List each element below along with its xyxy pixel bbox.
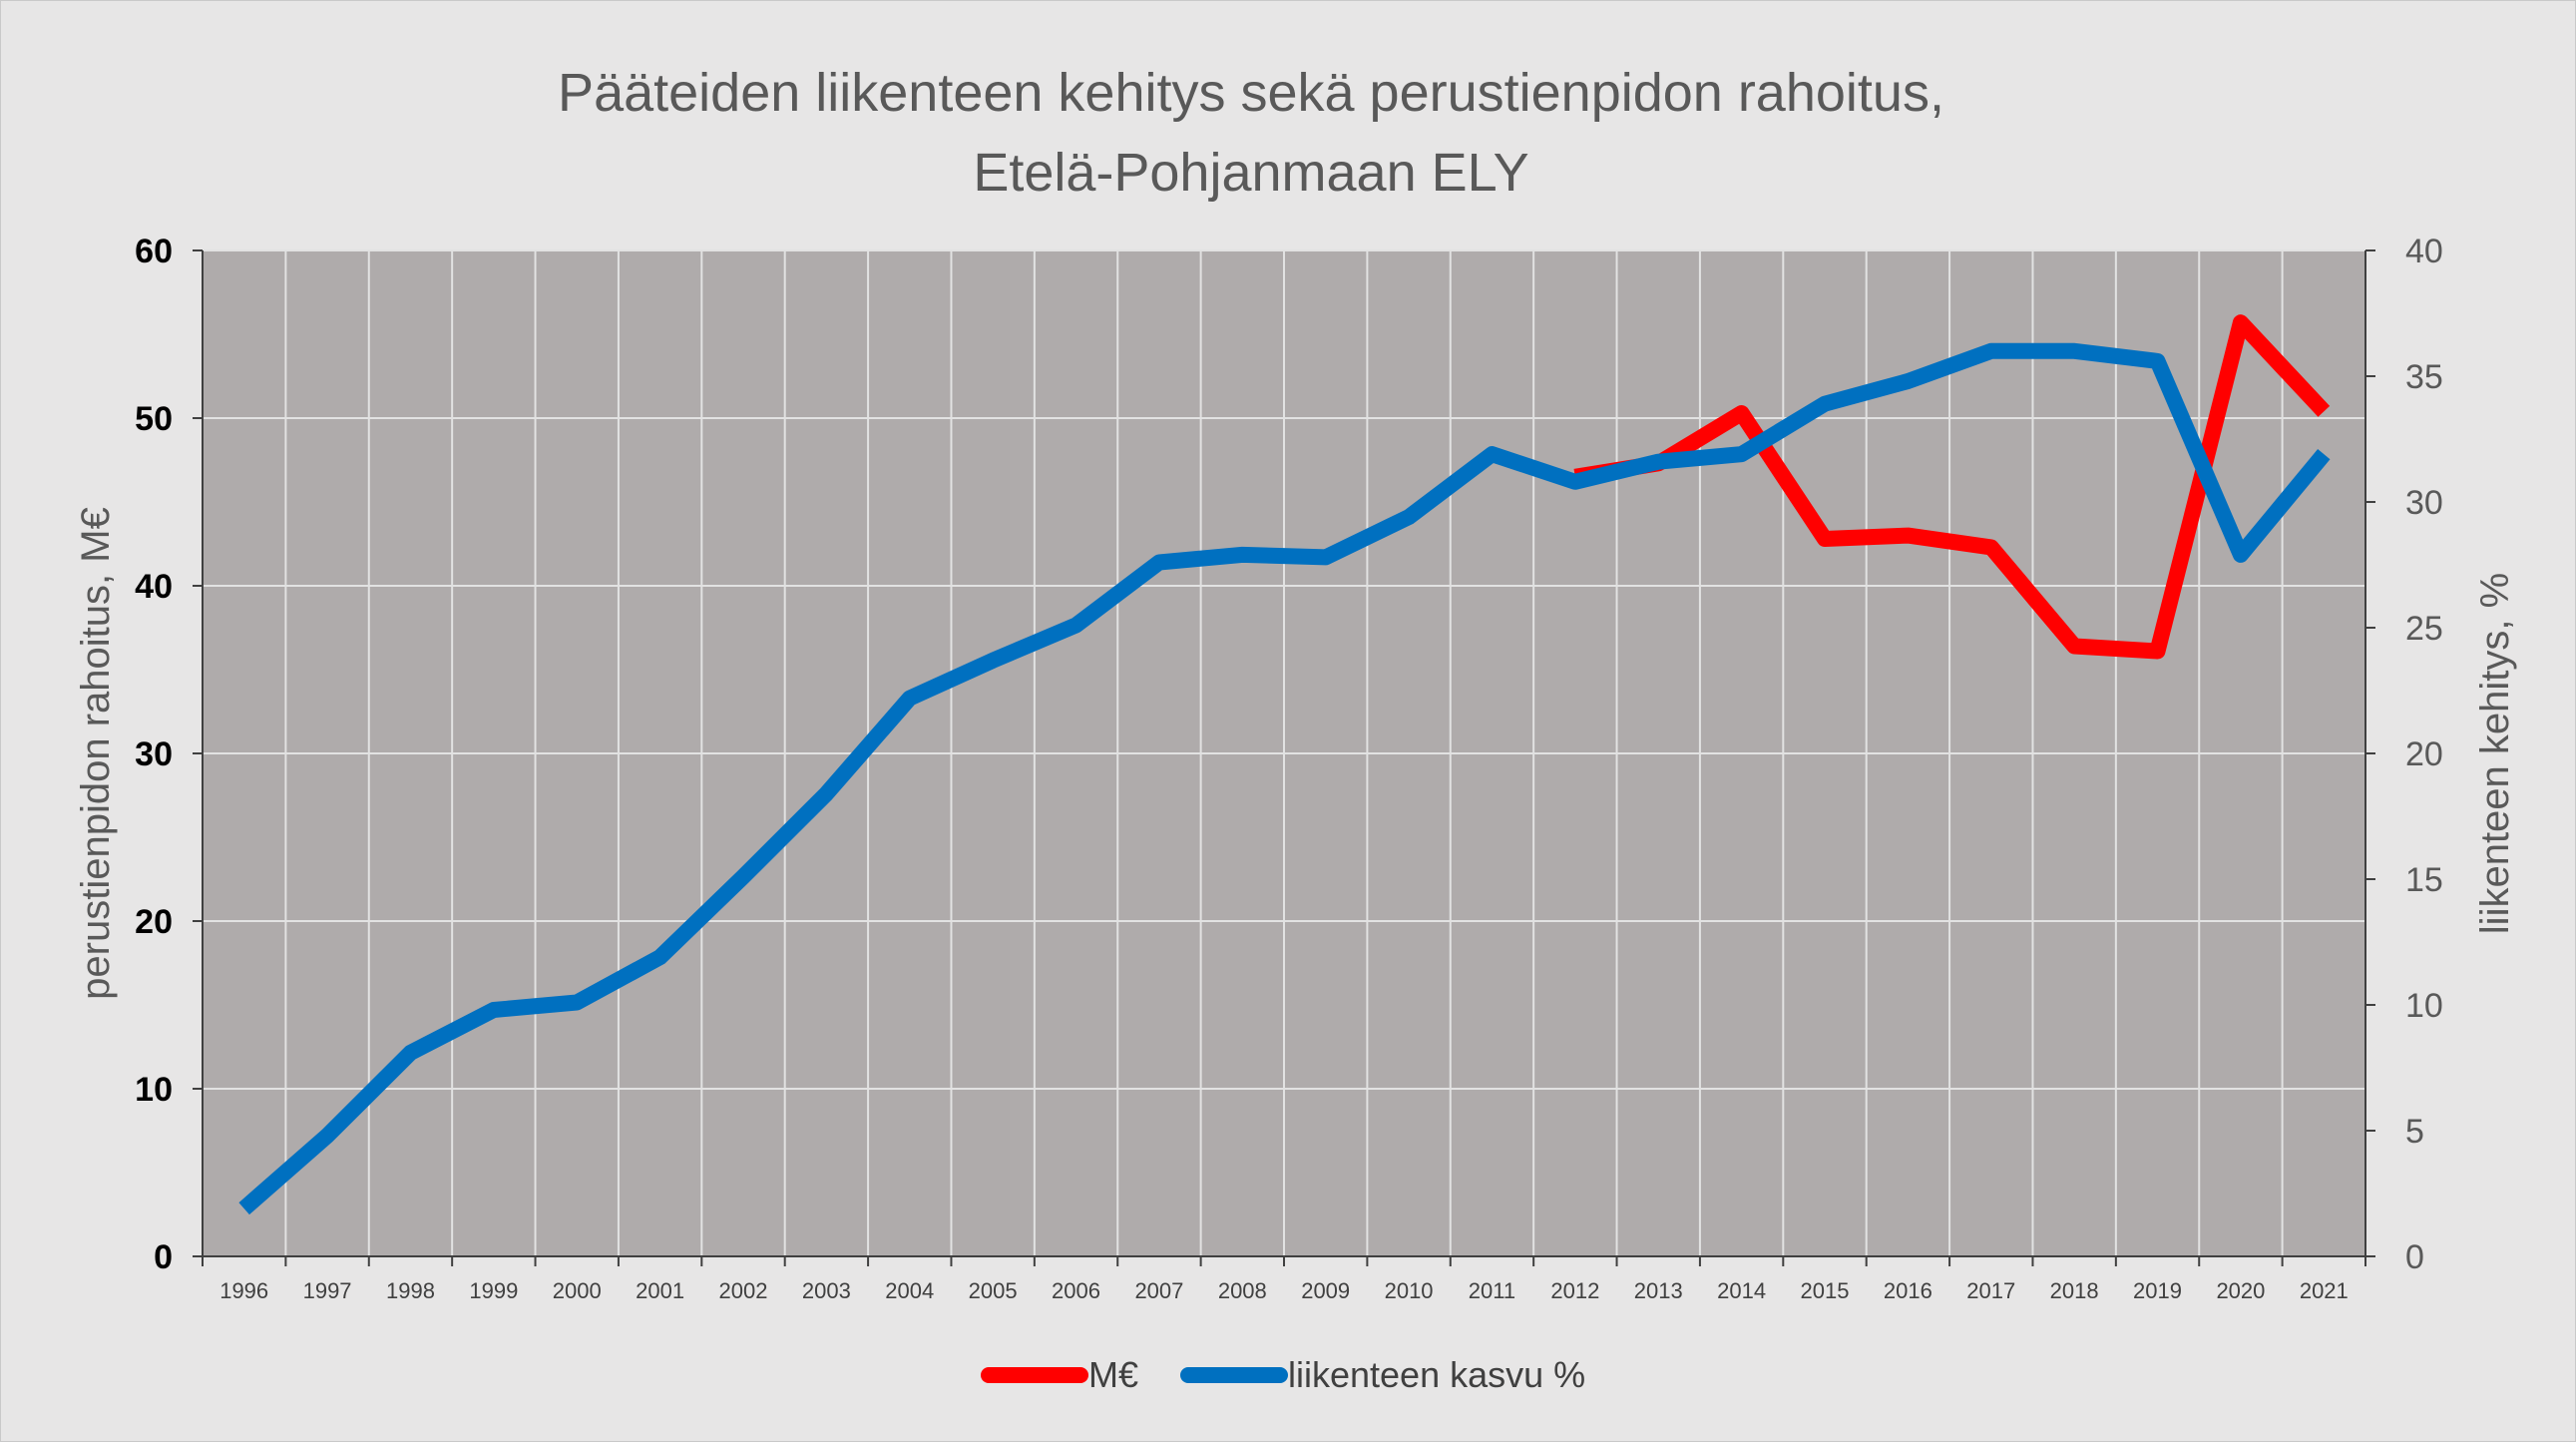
y-tick-label-right: 25 [2405,610,2443,648]
x-tick-label: 2003 [802,1278,851,1303]
y-tick-label-left: 40 [135,568,173,606]
x-tick-label: 2020 [2216,1278,2265,1303]
legend: M€ liikenteen kasvu % [981,1354,1585,1395]
x-tick-label: 2008 [1218,1278,1267,1303]
right-axis-tick-labels: 0 5 10 15 20 25 30 35 40 [2405,233,2443,1276]
x-tick-label: 2004 [885,1278,934,1303]
y-tick-label-left: 50 [135,400,173,438]
y-tick-label-right: 10 [2405,987,2443,1025]
y-tick-label-left: 20 [135,903,173,941]
x-tick-label: 2012 [1550,1278,1599,1303]
y-tick-label-right: 0 [2405,1238,2424,1276]
y-tick-label-right: 20 [2405,735,2443,773]
x-tick-label: 2014 [1717,1278,1766,1303]
series-lines [238,314,2331,1215]
y-tick-label-left: 60 [135,233,173,270]
x-axis-tick-labels: 1996 1997 1998 1999 2000 2001 2002 2003 2004 2005… [219,1278,2349,1303]
y-tick-label-left: 10 [135,1071,173,1109]
x-tick-label: 2011 [1469,1278,1515,1303]
x-tick-label: 2019 [2133,1278,2182,1303]
series-line-meur [1573,314,2331,660]
x-tick-label: 1997 [303,1278,352,1303]
y-axis-right-label: liikenteen kehitys, % [2473,573,2517,934]
y-tick-label-right: 15 [2405,861,2443,899]
x-tick-label: 2006 [1052,1278,1100,1303]
x-tick-label: 2005 [969,1278,1018,1303]
y-axis-left-label: perustienpidon rahoitus, M€ [74,507,118,1000]
x-tick-label: 2021 [2300,1278,2349,1303]
left-axis-tick-labels: 0 10 20 30 40 50 60 [135,233,173,1276]
x-tick-label: 2013 [1634,1278,1683,1303]
x-tick-label: 2002 [719,1278,768,1303]
x-tick-label: 2010 [1385,1278,1434,1303]
chart-title-line-1: Pääteiden liikenteen kehitys sekä perust… [558,63,1944,123]
y-tick-label-left: 0 [154,1238,173,1276]
x-tick-label: 1999 [469,1278,518,1303]
horizontal-gridlines [203,249,2365,1090]
series-line-traffic-growth [238,342,2331,1215]
legend-label-traffic: liikenteen kasvu % [1288,1354,1585,1395]
axes [193,249,2375,1266]
y-tick-label-right: 5 [2405,1113,2424,1151]
x-tick-label: 2018 [2050,1278,2099,1303]
chart-title-line-2: Etelä-Pohjanmaan ELY [973,143,1528,203]
x-tick-label: 1996 [219,1278,268,1303]
y-tick-label-right: 35 [2405,358,2443,396]
y-tick-label-left: 30 [135,735,173,773]
x-tick-label: 2017 [1966,1278,2015,1303]
legend-label-meur: M€ [1088,1354,1138,1395]
x-tick-label: 2009 [1301,1278,1350,1303]
y-tick-label-right: 40 [2405,233,2443,270]
y-tick-label-right: 30 [2405,484,2443,522]
x-tick-label: 2007 [1134,1278,1183,1303]
x-tick-label: 2016 [1884,1278,1932,1303]
x-tick-label: 2015 [1801,1278,1850,1303]
x-tick-label: 1998 [386,1278,435,1303]
x-tick-label: 2001 [636,1278,684,1303]
x-tick-label: 2000 [553,1278,602,1303]
